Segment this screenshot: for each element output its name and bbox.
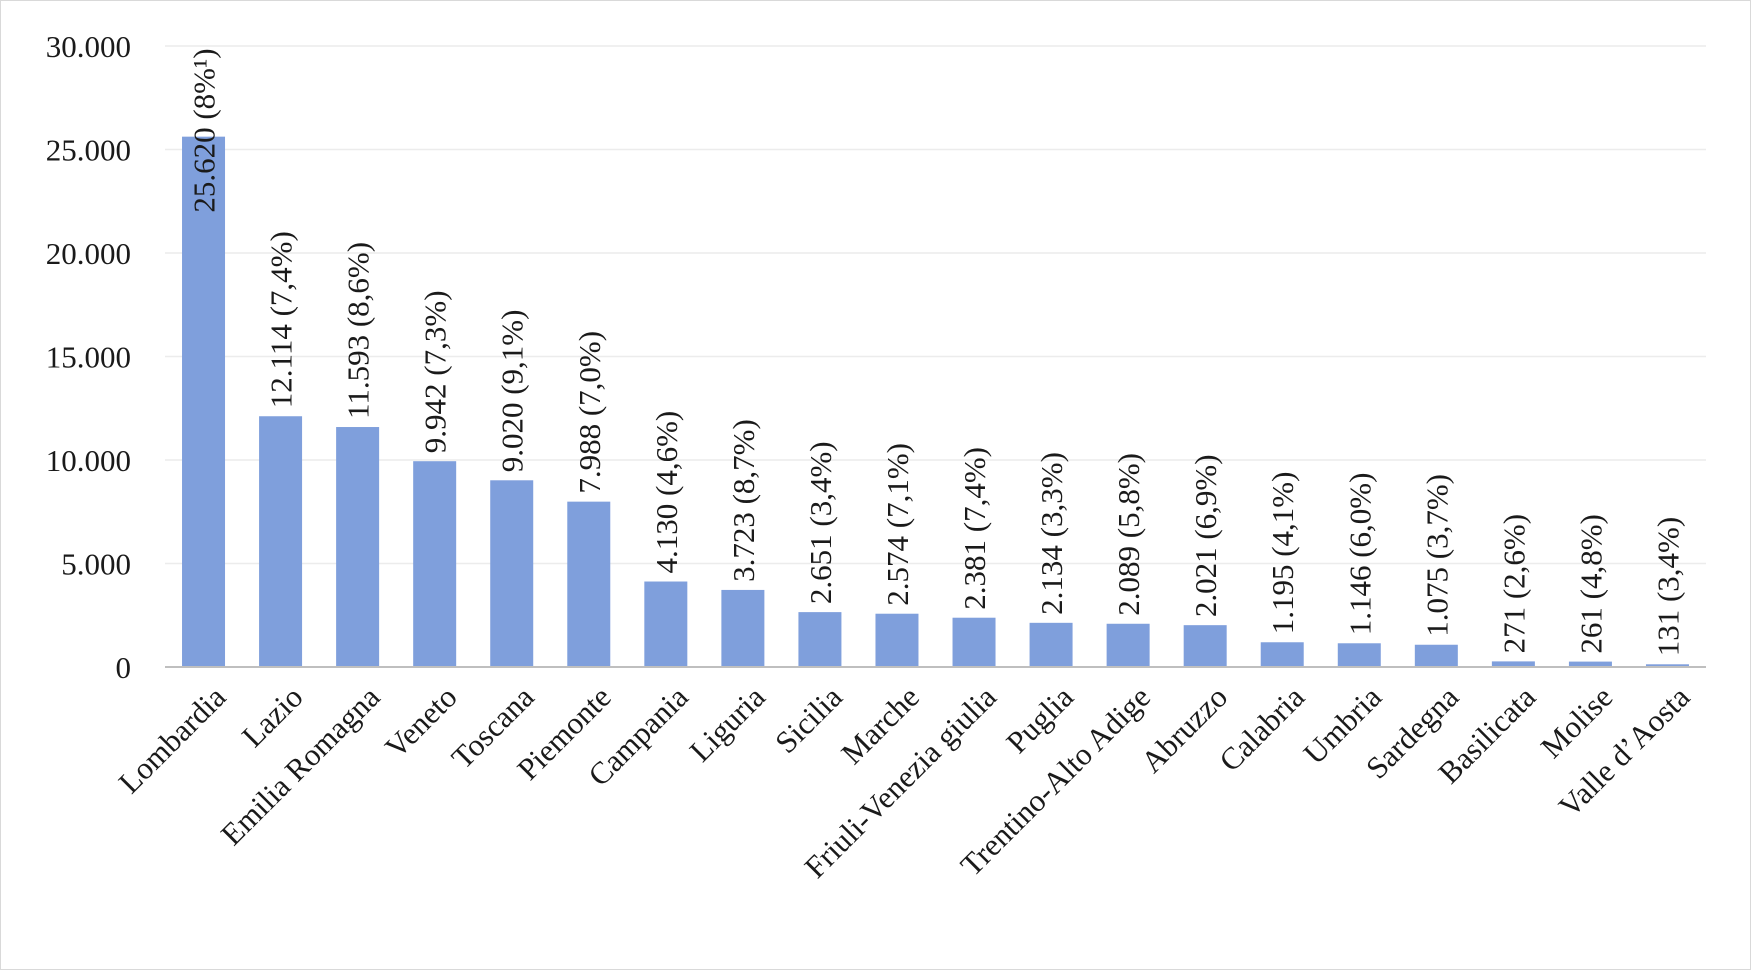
bar <box>875 613 919 667</box>
data-label: 2.134 (3,3%) <box>1034 452 1069 615</box>
data-label: 11.593 (8,6%) <box>341 242 376 419</box>
y-tick-label: 15.000 <box>46 340 131 375</box>
data-label: 261 (4,8%) <box>1573 514 1608 653</box>
bar <box>644 581 688 667</box>
y-tick-label: 20.000 <box>46 236 131 271</box>
bar <box>1029 622 1073 667</box>
bars <box>182 136 1689 667</box>
bar <box>1260 642 1304 667</box>
data-label: 3.723 (8,7%) <box>726 419 761 582</box>
gridlines <box>165 45 1706 565</box>
y-tick-label: 5.000 <box>61 547 131 582</box>
bar <box>952 617 996 667</box>
y-tick-label: 10.000 <box>46 443 131 478</box>
bar <box>721 589 765 667</box>
data-label: 1.075 (3,7%) <box>1419 474 1454 637</box>
data-label: 131 (3,4%) <box>1650 517 1685 656</box>
bar <box>1645 664 1689 667</box>
bar <box>798 612 842 667</box>
category-label: Lombardia <box>112 679 233 800</box>
bar <box>1106 623 1150 667</box>
bar <box>259 416 303 667</box>
data-label: 2.089 (5,8%) <box>1111 453 1146 616</box>
data-label: 4.130 (4,6%) <box>649 411 684 574</box>
data-label: 1.146 (6,0%) <box>1342 473 1377 636</box>
category-label: Abruzzo <box>1134 679 1234 779</box>
bar <box>567 501 611 667</box>
data-label: 25.620 (8%¹) <box>187 48 222 212</box>
data-label: 12.114 (7,4%) <box>264 231 299 408</box>
data-label: 9.020 (9,1%) <box>495 310 530 473</box>
category-label: Calabria <box>1212 679 1311 778</box>
data-label: 7.988 (7,0%) <box>572 331 607 494</box>
bar <box>1414 644 1458 667</box>
bar <box>1183 625 1227 667</box>
data-label: 2.021 (6,9%) <box>1188 454 1223 617</box>
y-tick-label: 25.000 <box>46 133 131 168</box>
bar <box>182 136 226 667</box>
bar <box>1568 661 1612 667</box>
y-tick-label: 30.000 <box>46 29 131 64</box>
bar <box>413 461 457 667</box>
bar <box>336 427 380 667</box>
data-labels: 25.620 (8%¹) 12.114 (7,4%) 11.593 (8,6%) 9.… <box>187 48 1686 656</box>
data-label: 1.195 (4,1%) <box>1265 472 1300 635</box>
bar <box>1337 643 1381 667</box>
data-label: 2.381 (7,4%) <box>957 447 992 610</box>
bar <box>490 480 534 667</box>
data-label: 2.574 (7,1%) <box>880 443 915 606</box>
data-label: 2.651 (3,4%) <box>803 441 838 604</box>
data-label: 9.942 (7,3%) <box>418 290 453 453</box>
y-tick-label: 0 <box>116 650 132 685</box>
bar <box>1491 661 1535 667</box>
category-label: Liguria <box>683 679 772 768</box>
y-axis-ticks: 0 5.000 10.000 15.000 20.000 25.000 30.000 <box>46 29 131 685</box>
data-label: 271 (2,6%) <box>1496 514 1531 653</box>
